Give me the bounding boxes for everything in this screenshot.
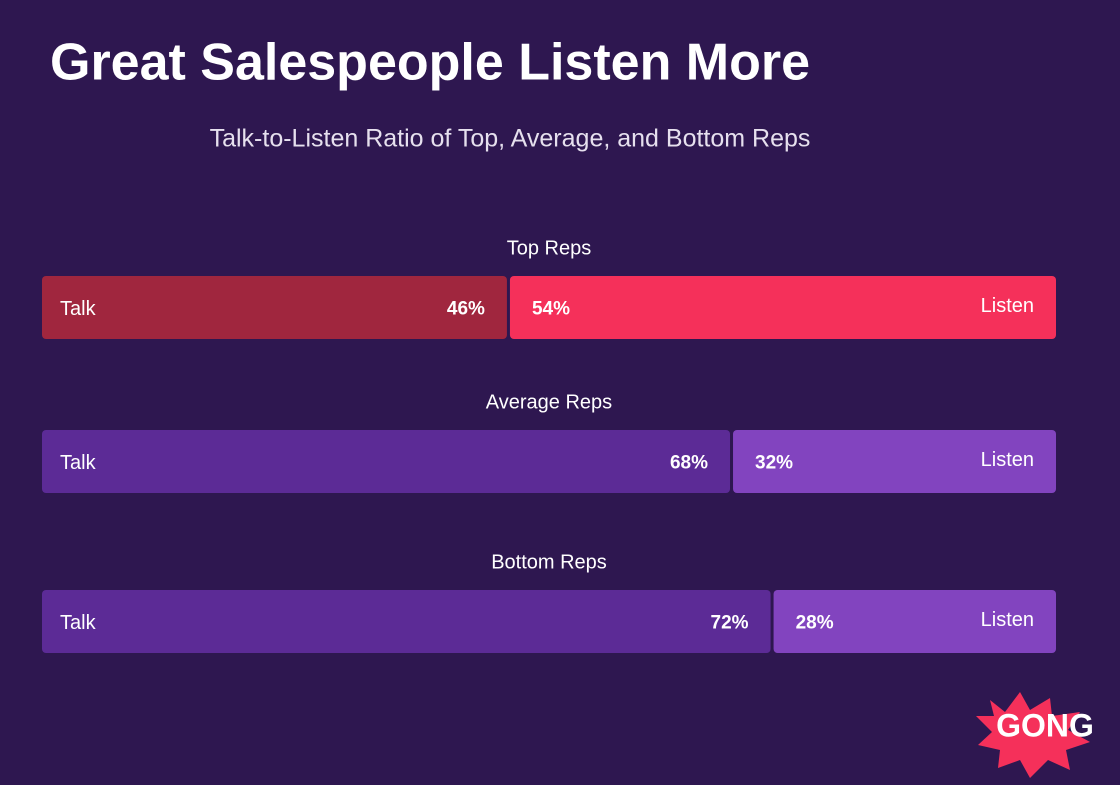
logo-burst — [976, 692, 1090, 778]
chart-subtitle: Talk-to-Listen Ratio of Top, Average, an… — [210, 125, 811, 153]
value-label: 72% — [711, 613, 749, 634]
chart-title: Great Salespeople Listen More — [50, 34, 810, 92]
category-label: Top Reps — [507, 237, 592, 259]
value-label: 68% — [670, 453, 708, 474]
segment-name: Talk — [60, 298, 97, 320]
segment-name: Listen — [981, 609, 1034, 631]
bar-segment — [42, 590, 771, 653]
value-label: 28% — [796, 613, 834, 634]
bar-segment — [42, 430, 731, 493]
value-label: 46% — [447, 299, 485, 320]
segment-name: Listen — [981, 295, 1034, 317]
value-label: 54% — [532, 299, 570, 320]
bar-segment — [733, 430, 1056, 493]
logo-text: GONG — [996, 707, 1094, 743]
segment-name: Listen — [981, 449, 1034, 471]
segment-name: Talk — [60, 452, 97, 474]
category-label: Average Reps — [486, 391, 612, 413]
value-label: 32% — [755, 453, 793, 474]
bar-segment — [42, 276, 507, 339]
bar-segment — [773, 590, 1056, 653]
segment-name: Talk — [60, 612, 97, 634]
bar-segment — [509, 276, 1056, 339]
logo: GONG — [976, 692, 1094, 778]
category-label: Bottom Reps — [491, 551, 607, 573]
